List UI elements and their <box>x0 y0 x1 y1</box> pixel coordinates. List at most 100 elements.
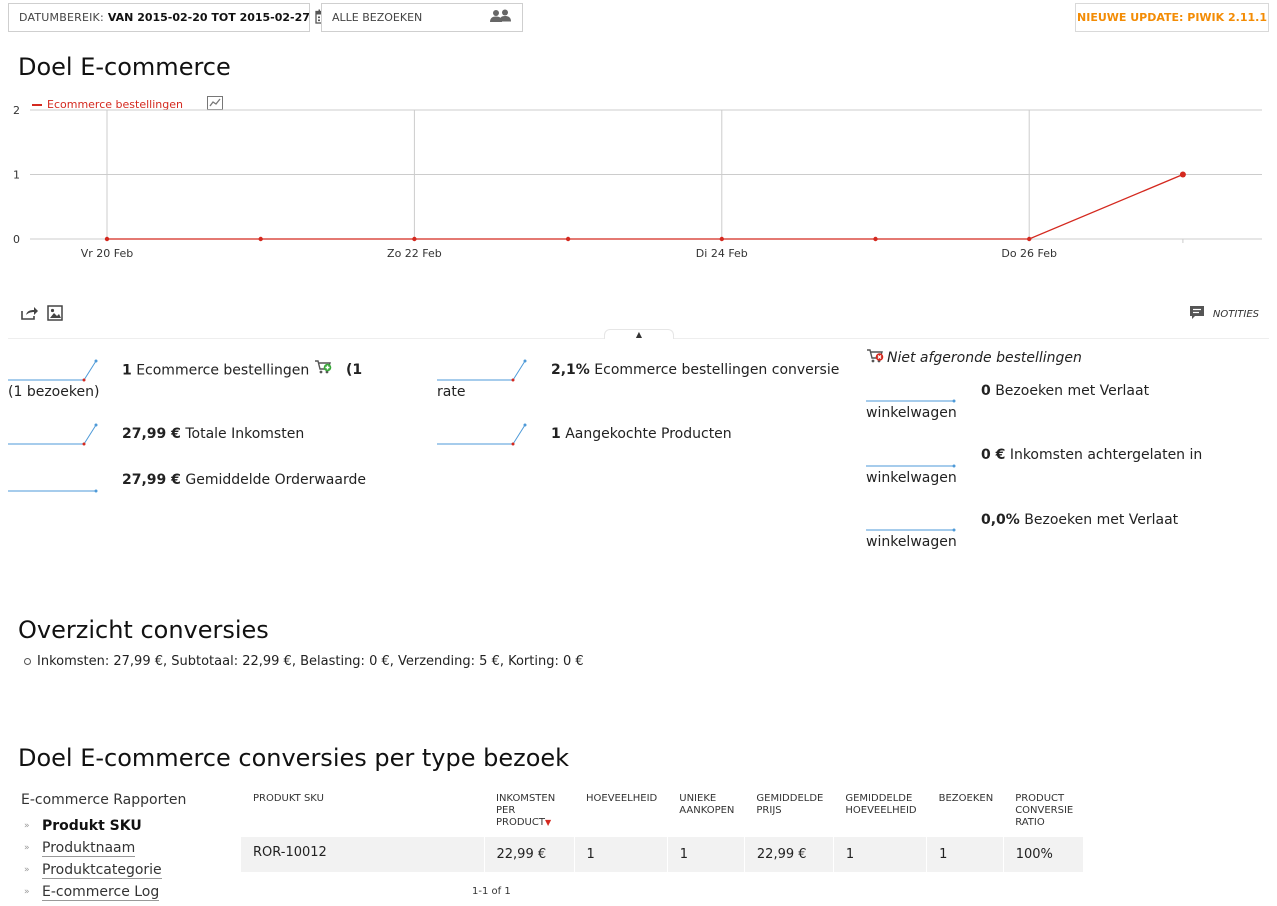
metric-value: 1 <box>122 362 132 379</box>
update-label: NIEUWE UPDATE: PIWIK 2.11.1 <box>1077 11 1267 24</box>
evolution-chart: 0 1 2 Vr 20 Feb Zo 22 Feb Di 24 Feb Do 26 Feb <box>13 104 1262 260</box>
metric-purchased-products: 1 Aangekochte Producten <box>551 423 732 445</box>
cell-conversion-rate: 100% <box>1002 837 1084 872</box>
legend-swatch <box>32 103 42 106</box>
cell-unique-purchases: 1 <box>666 837 745 872</box>
per-type-title: Doel E-commerce conversies per type bezo… <box>18 744 570 772</box>
y-tick-label: 0 <box>13 233 20 246</box>
col-header-conversion-rate[interactable]: PRODUCT CONVERSIE RATIO <box>1015 793 1074 828</box>
metric-abandoned-revenue-b: winkelwagen <box>866 470 957 486</box>
date-range-value: VAN 2015-02-20 TOT 2015-02-27 <box>107 11 310 24</box>
col-header-quantity[interactable]: HOEVEELHEID <box>586 793 658 804</box>
image-export-icon[interactable] <box>47 305 63 325</box>
sparkline <box>8 359 98 382</box>
data-point <box>104 236 110 242</box>
metric-value: 27,99 € <box>122 472 181 488</box>
cell-avg-price: 22,99 € <box>743 837 834 872</box>
sparkline <box>866 528 956 532</box>
y-tick-label: 1 <box>13 169 20 182</box>
chevron-right-icon: » <box>24 843 30 853</box>
table-row[interactable]: ROR-10012 22,99 € 1 1 22,99 € 1 1 100% <box>241 837 1084 872</box>
sort-desc-icon: ▼ <box>544 818 552 827</box>
x-tick-label: Do 26 Feb <box>1001 247 1057 260</box>
date-range-selector[interactable]: DATUMBEREIK: VAN 2015-02-20 TOT 2015-02-… <box>8 3 330 32</box>
update-notice-button[interactable]: NIEUWE UPDATE: PIWIK 2.11.1 <box>1075 3 1269 32</box>
metric-label-part: Ecommerce bestellingen conversie <box>594 362 840 378</box>
data-point <box>258 236 263 242</box>
sparkline <box>8 489 98 493</box>
metric-label: Gemiddelde Orderwaarde <box>185 472 366 488</box>
metric-value: 0,0% <box>981 512 1020 528</box>
overview-line: Inkomsten: 27,99 €, Subtotaal: 22,99 €, … <box>24 654 584 669</box>
metric-abandoned-revenue-a: 0 € Inkomsten achtergelaten in <box>981 444 1271 466</box>
report-link-name[interactable]: » Produktnaam <box>24 839 136 857</box>
chevron-right-icon: » <box>24 865 30 875</box>
col-header-avg-price[interactable]: GEMIDDELDE PRIJS <box>756 793 824 816</box>
comment-icon <box>1189 305 1205 323</box>
metric-label: Totale Inkomsten <box>185 426 305 442</box>
annotations-toggle[interactable]: NOTITIES <box>1189 305 1259 323</box>
data-point <box>1027 236 1032 242</box>
metric-abandoned-rate-b: winkelwagen <box>866 534 957 550</box>
col-header-visits[interactable]: BEZOEKEN <box>938 793 994 804</box>
metric-label: Aangekochte Producten <box>565 426 732 442</box>
chart-legend[interactable]: Ecommerce bestellingen <box>32 96 223 113</box>
metric-value: 2,1% <box>551 362 590 378</box>
abandoned-title-label: Niet afgeronde bestellingen <box>887 350 1082 366</box>
data-point <box>1179 171 1186 178</box>
col-header-avg-quantity[interactable]: GEMIDDELDE HOEVEELHEID <box>845 793 917 816</box>
metric-label-part: Bezoeken met Verlaat <box>1024 512 1179 528</box>
sparkline <box>866 464 956 468</box>
metric-orders-visits-a: (1 <box>346 362 363 378</box>
reports-menu-heading: E-commerce Rapporten <box>21 792 187 808</box>
collapse-chart-button[interactable]: ▲ <box>604 329 674 339</box>
metric-label: Ecommerce bestellingen <box>136 362 310 379</box>
report-link-log[interactable]: » E-commerce Log <box>24 883 160 901</box>
overview-title: Overzicht conversies <box>18 616 269 644</box>
cart-remove-icon <box>866 348 884 368</box>
reports-menu: E-commerce Rapporten » Produkt SKU » Pro… <box>21 792 186 903</box>
cart-add-icon <box>314 359 332 382</box>
metric-extra-value: 1 <box>352 362 363 378</box>
overview-text: Inkomsten: 27,99 €, Subtotaal: 22,99 €, … <box>37 654 584 669</box>
x-tick-label: Di 24 Feb <box>696 247 748 260</box>
pagination-info: 1-1 of 1 <box>472 886 511 897</box>
metric-label-part: Inkomsten achtergelaten in <box>1009 447 1203 463</box>
report-link-sku[interactable]: » Produkt SKU <box>24 818 142 834</box>
metric-orders: 1 Ecommerce bestellingen <box>122 359 452 382</box>
cell-avg-quantity: 1 <box>832 837 927 872</box>
metric-abandoned-visits-a: 0 Bezoeken met Verlaat <box>981 380 1221 402</box>
metric-value: 0 <box>981 383 991 399</box>
series-line <box>107 173 1184 240</box>
series-picker-icon[interactable] <box>206 96 223 113</box>
metric-value: 1 <box>551 426 561 442</box>
data-point <box>412 236 417 242</box>
data-point <box>873 236 878 242</box>
y-tick-label: 2 <box>13 104 20 117</box>
metric-conversion-rate-b: rate <box>437 384 466 400</box>
report-link-category[interactable]: » Produktcategorie <box>24 861 162 879</box>
metric-abandoned-rate-a: 0,0% Bezoeken met Verlaat <box>981 509 1241 531</box>
cell-revenue: 22,99 € <box>483 837 574 872</box>
legend-series-label: Ecommerce bestellingen <box>47 98 183 111</box>
metric-orders-visits-b: (1 bezoeken) <box>8 384 100 400</box>
sparkline <box>8 423 98 446</box>
notes-label: NOTITIES <box>1212 308 1259 320</box>
col-header-unique-purchases[interactable]: UNIEKE AANKOPEN <box>679 793 735 816</box>
data-point <box>719 236 724 242</box>
sparkline <box>437 423 527 446</box>
segment-selector[interactable]: ALLE BEZOEKEN <box>321 3 523 32</box>
col-header-revenue[interactable]: INKOMSTEN PER PRODUCT▼ <box>496 793 556 828</box>
date-range-label: DATUMBEREIK: <box>19 11 104 24</box>
col-header-sku[interactable]: PRODUKT SKU <box>253 793 324 804</box>
data-point <box>565 236 571 242</box>
metric-value: 27,99 € <box>122 426 181 442</box>
export-icon[interactable] <box>20 305 38 325</box>
chevron-right-icon: » <box>24 821 30 831</box>
abandoned-carts-title: Niet afgeronde bestellingen <box>866 348 1082 368</box>
cell-quantity: 1 <box>573 837 668 872</box>
cell-visits: 1 <box>926 837 1004 872</box>
chart-toolbar <box>20 305 63 325</box>
x-tick-label: Zo 22 Feb <box>387 247 442 260</box>
users-icon <box>490 9 512 26</box>
